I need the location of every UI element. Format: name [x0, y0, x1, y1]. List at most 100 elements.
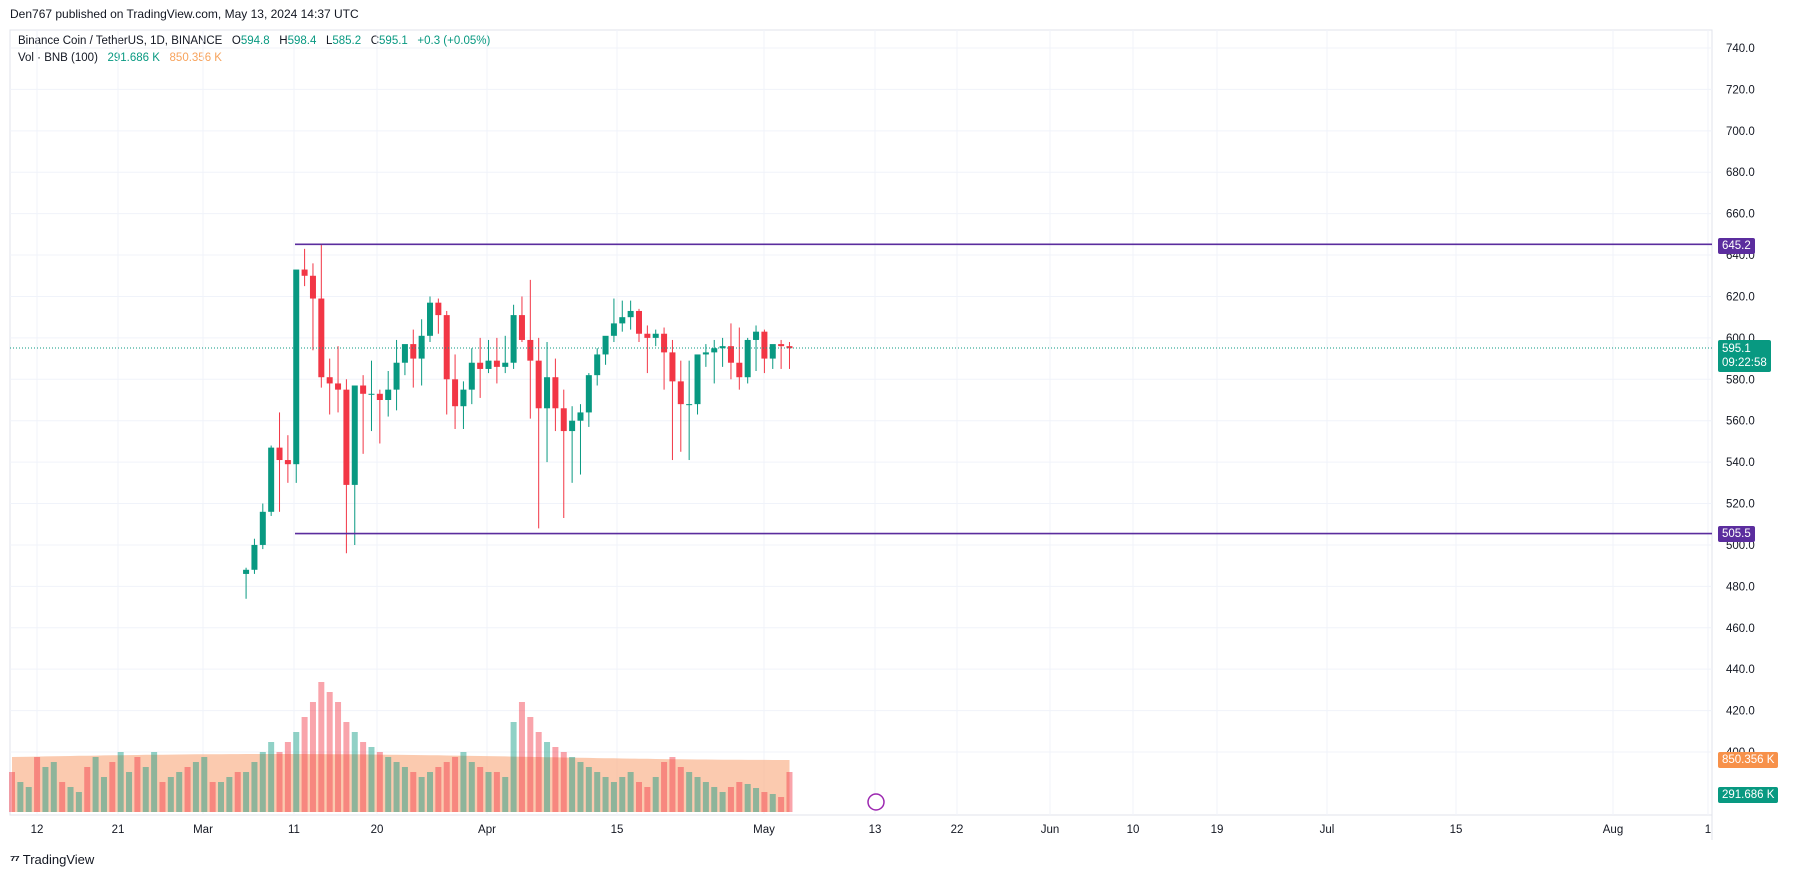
x-tick-label: 12: [31, 824, 44, 836]
candle-body[interactable]: [736, 362, 743, 378]
candle-body[interactable]: [669, 352, 676, 382]
candle-body[interactable]: [727, 346, 734, 363]
volume-ma-tag: 850.356 K: [1718, 752, 1779, 768]
candle-body[interactable]: [259, 511, 266, 545]
candle-body[interactable]: [452, 379, 459, 407]
candle-body[interactable]: [569, 420, 576, 432]
volume-bar: [75, 792, 82, 812]
low-label: L: [325, 35, 333, 47]
candle-body[interactable]: [636, 310, 642, 334]
volume-bar: [410, 772, 417, 812]
candle-body[interactable]: [351, 385, 358, 485]
y-tick-label: 540.0: [1726, 457, 1755, 469]
volume-bar: [694, 777, 701, 812]
footer-brand[interactable]: ⁷⁷ TradingView: [10, 852, 94, 867]
volume-title[interactable]: Vol · BNB (100): [18, 52, 98, 64]
candle-body[interactable]: [627, 310, 634, 318]
candle-body[interactable]: [535, 360, 542, 409]
candle-body[interactable]: [652, 333, 659, 338]
volume-bar: [602, 777, 609, 812]
candle-body[interactable]: [268, 447, 275, 512]
candle-body[interactable]: [410, 344, 417, 359]
candle-body[interactable]: [552, 377, 559, 409]
candle-body[interactable]: [485, 360, 492, 369]
candle-body[interactable]: [360, 385, 367, 394]
candle-body[interactable]: [301, 269, 308, 276]
candle-body[interactable]: [243, 569, 250, 574]
volume-bar: [109, 762, 116, 812]
candle-body[interactable]: [711, 348, 718, 353]
candle-body[interactable]: [560, 408, 567, 432]
candle-body[interactable]: [368, 393, 375, 395]
candle-body[interactable]: [610, 323, 617, 336]
volume-bar: [594, 772, 601, 812]
candle-body[interactable]: [309, 275, 316, 299]
candle-body[interactable]: [702, 352, 709, 355]
candle-body[interactable]: [577, 412, 584, 421]
candle-body[interactable]: [385, 389, 392, 400]
candle-body[interactable]: [677, 381, 684, 405]
candle-body[interactable]: [376, 393, 383, 400]
candle-body[interactable]: [644, 333, 651, 338]
candle-body[interactable]: [418, 335, 425, 359]
candle-body[interactable]: [251, 544, 258, 570]
volume-bar: [243, 772, 250, 812]
candle-body[interactable]: [401, 344, 408, 363]
volume-bar: [753, 788, 760, 812]
candle-body[interactable]: [293, 269, 300, 465]
lightning-icon[interactable]: [867, 793, 885, 811]
candle-body[interactable]: [786, 346, 793, 349]
candle-body[interactable]: [744, 339, 751, 378]
candle-body[interactable]: [326, 377, 333, 384]
candle-body[interactable]: [460, 389, 467, 407]
candle-body[interactable]: [527, 339, 534, 361]
candle-body[interactable]: [686, 404, 693, 406]
candle-body[interactable]: [769, 344, 776, 359]
candle-body[interactable]: [335, 383, 342, 390]
volume-bar: [151, 752, 158, 812]
volume-bar: [368, 747, 375, 812]
candle-body[interactable]: [602, 335, 609, 355]
volume-bar: [318, 682, 325, 812]
candle-body[interactable]: [694, 354, 701, 405]
candle-body[interactable]: [518, 315, 525, 340]
volume-bar: [652, 777, 659, 812]
volume-bar: [761, 792, 768, 812]
volume-bar: [360, 742, 367, 812]
candle-body[interactable]: [477, 362, 484, 369]
candle-body[interactable]: [502, 362, 509, 367]
volume-bar: [343, 722, 350, 812]
candle-body[interactable]: [393, 362, 400, 390]
candle-body[interactable]: [443, 315, 450, 380]
candle-body[interactable]: [435, 302, 442, 316]
volume-bar: [276, 752, 283, 812]
symbol-title[interactable]: Binance Coin / TetherUS, 1D, BINANCE: [18, 35, 223, 47]
candle-body[interactable]: [468, 362, 475, 390]
candle-body[interactable]: [585, 375, 592, 413]
volume-bar: [744, 784, 751, 812]
y-tick-label: 560.0: [1726, 416, 1755, 428]
x-tick-label: Jun: [1041, 824, 1060, 836]
candle-body[interactable]: [284, 460, 291, 465]
candle-body[interactable]: [719, 346, 726, 349]
low-value: 585.2: [332, 35, 362, 47]
candle-body[interactable]: [493, 360, 500, 367]
y-tick-label: 420.0: [1726, 706, 1755, 718]
volume-bar: [25, 787, 32, 812]
candle-body[interactable]: [761, 331, 768, 359]
candle-body[interactable]: [778, 344, 785, 347]
candle-body[interactable]: [594, 354, 601, 376]
candle-body[interactable]: [510, 315, 517, 363]
candle-body[interactable]: [753, 331, 760, 340]
candle-body[interactable]: [544, 377, 551, 409]
candle-body[interactable]: [276, 447, 283, 461]
candle-body[interactable]: [427, 302, 433, 336]
candle-body[interactable]: [318, 298, 325, 378]
candle-body[interactable]: [619, 317, 626, 324]
candle-body[interactable]: [661, 333, 668, 353]
volume-bar: [259, 752, 266, 812]
candle-body[interactable]: [343, 389, 350, 485]
volume-bar: [769, 794, 776, 812]
y-tick-label: 680.0: [1726, 167, 1755, 179]
